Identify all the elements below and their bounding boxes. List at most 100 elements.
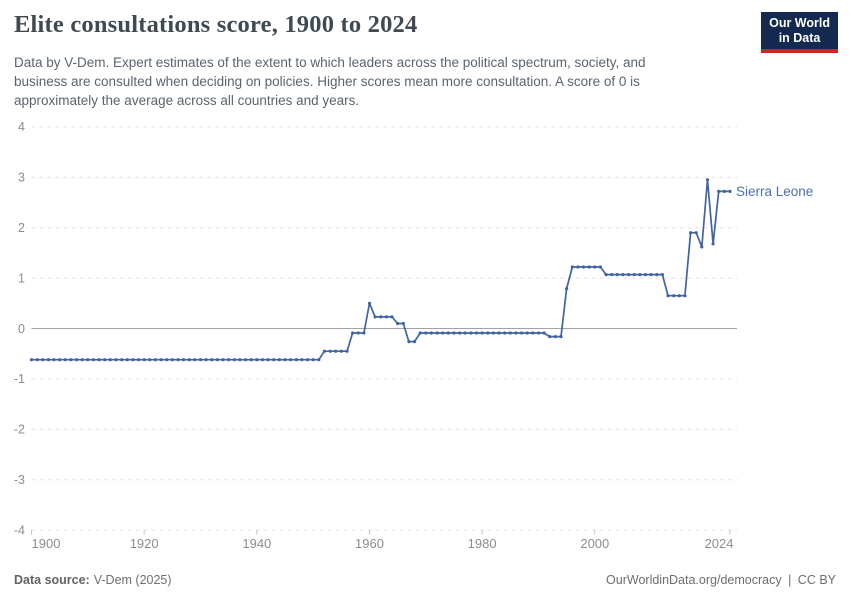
data-point-marker: [215, 358, 219, 362]
data-point-marker: [328, 349, 332, 353]
data-point-marker: [142, 358, 146, 362]
data-point-marker: [165, 358, 169, 362]
data-point-marker: [683, 294, 687, 298]
y-axis-label: 2: [18, 221, 25, 235]
data-point-marker: [615, 273, 619, 277]
data-point-marker: [503, 331, 507, 335]
data-point-marker: [159, 358, 163, 362]
data-point-marker: [587, 265, 591, 269]
x-axis-label: 1920: [130, 536, 159, 551]
data-point-marker: [593, 265, 597, 269]
data-point-marker: [153, 358, 157, 362]
data-point-marker: [311, 358, 315, 362]
subtitle-line: business are consulted when deciding on …: [14, 74, 640, 89]
data-point-marker: [548, 335, 552, 339]
data-point-marker: [232, 358, 236, 362]
data-point-marker: [41, 358, 45, 362]
data-point-marker: [136, 358, 141, 362]
data-point-marker: [334, 349, 338, 353]
data-point-marker: [339, 349, 343, 353]
data-point-marker: [576, 265, 580, 269]
data-point-marker: [260, 358, 265, 362]
data-point-marker: [677, 294, 681, 298]
data-point-marker: [396, 321, 400, 326]
data-point-marker: [486, 331, 490, 335]
data-point-marker: [170, 358, 174, 362]
subtitle-line: approximately the average across all cou…: [14, 93, 360, 108]
owid-url-link[interactable]: OurWorldinData.org/democracy: [606, 573, 782, 587]
data-point-marker: [244, 358, 248, 362]
data-point-marker: [75, 358, 79, 362]
x-axis-label: 1940: [242, 536, 271, 551]
data-point-marker: [700, 245, 704, 249]
data-point-marker: [322, 349, 326, 353]
data-point-marker: [536, 331, 541, 335]
data-point-marker: [91, 358, 96, 362]
data-point-marker: [598, 265, 603, 269]
data-point-marker: [249, 358, 253, 362]
data-point-marker: [351, 331, 355, 335]
data-source-value: V-Dem (2025): [93, 573, 172, 587]
data-point-marker: [435, 331, 439, 335]
data-point-marker: [632, 273, 636, 277]
data-point-marker: [277, 358, 281, 362]
data-point-marker: [120, 358, 124, 362]
data-point-marker: [379, 315, 383, 319]
data-point-marker: [272, 358, 276, 362]
data-point-marker: [362, 331, 366, 335]
data-point-marker: [390, 315, 394, 319]
data-point-marker: [553, 335, 558, 339]
data-series-line[interactable]: [30, 178, 731, 361]
data-point-marker: [182, 358, 186, 362]
data-point-marker: [108, 358, 112, 362]
data-point-marker: [300, 358, 304, 362]
entity-label[interactable]: Sierra Leone: [736, 184, 813, 199]
data-point-marker: [655, 273, 659, 277]
data-point-marker: [672, 294, 676, 298]
data-point-marker: [660, 273, 665, 277]
data-point-marker: [193, 358, 197, 362]
data-point-marker: [469, 331, 473, 335]
data-point-marker: [474, 331, 479, 335]
data-point-marker: [463, 331, 467, 335]
data-point-marker: [412, 340, 417, 344]
data-point-marker: [46, 358, 51, 362]
data-point-marker: [227, 358, 231, 362]
data-point-marker: [367, 301, 372, 305]
license-label: CC BY: [797, 573, 836, 587]
data-point-marker: [508, 331, 512, 335]
chart-footer: Data source: V-Dem (2025) OurWorldinData.…: [14, 573, 836, 587]
data-point-marker: [491, 331, 495, 335]
data-point-marker: [52, 358, 56, 362]
data-source-note: Data source: V-Dem (2025): [14, 573, 172, 587]
data-point-marker: [266, 358, 270, 362]
data-point-marker: [69, 358, 73, 362]
data-point-marker: [317, 358, 321, 362]
subtitle-line: Data by V-Dem. Expert estimates of the e…: [14, 55, 646, 70]
y-axis-label: -1: [14, 372, 25, 386]
owid-logo: Our World in Data: [761, 12, 838, 53]
data-point-marker: [570, 265, 574, 269]
data-point-marker: [717, 189, 721, 193]
data-point-marker: [711, 242, 715, 246]
data-point-marker: [520, 331, 524, 335]
data-point-marker: [176, 358, 180, 362]
data-point-marker: [480, 331, 484, 335]
data-point-marker: [638, 273, 642, 277]
data-point-marker: [581, 265, 586, 269]
data-point-marker: [542, 331, 546, 335]
attribution: OurWorldinData.org/democracy | CC BY: [603, 573, 836, 587]
data-point-marker: [446, 331, 450, 335]
data-point-marker: [204, 358, 208, 362]
data-point-marker: [255, 358, 259, 362]
data-point-marker: [86, 358, 90, 362]
data-point-marker: [627, 273, 631, 277]
owid-logo-line1: Our World: [769, 16, 830, 30]
x-axis-label: 1960: [355, 536, 384, 551]
data-point-marker: [80, 358, 84, 362]
data-point-marker: [289, 358, 293, 362]
data-point-marker: [441, 331, 445, 335]
y-axis-label: 0: [18, 322, 25, 336]
data-point-marker: [97, 358, 101, 362]
